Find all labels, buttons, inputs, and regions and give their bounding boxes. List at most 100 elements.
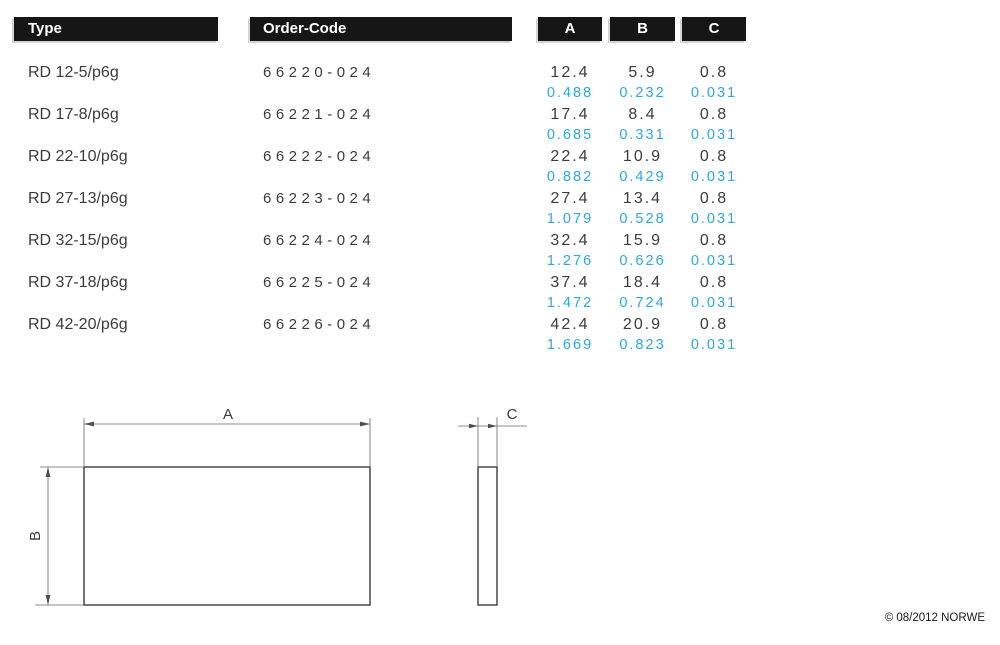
b-mm-value: 18.4: [622, 274, 663, 291]
dim-label-c: C: [507, 406, 518, 423]
c-mm-value: 0.8: [699, 316, 729, 333]
dim-b-cell: 18.4 0.724: [610, 272, 675, 314]
arrow-c-right-icon: [488, 423, 497, 429]
c-mm-value: 0.8: [699, 64, 729, 81]
arrow-b-top-icon: [45, 467, 51, 477]
c-inch-value: 0.031: [690, 85, 738, 101]
column-header-order-code: Order-Code: [250, 17, 512, 41]
b-inch-value: 0.232: [619, 85, 666, 101]
order-code-cell: 66224-024: [263, 232, 376, 249]
b-mm-value: 13.4: [622, 190, 663, 207]
dim-c-cell: 0.8 0.031: [682, 62, 746, 104]
b-inch-value: 0.724: [619, 295, 666, 311]
b-mm-value: 20.9: [622, 316, 663, 333]
c-inch-value: 0.031: [690, 211, 738, 227]
c-mm-value: 0.8: [699, 148, 729, 165]
a-inch-value: 1.669: [546, 337, 594, 353]
dim-c-cell: 0.8 0.031: [682, 314, 746, 356]
type-cell: RD 32-15/p6g: [28, 232, 128, 249]
b-inch-value: 0.331: [619, 127, 666, 143]
order-code-cell: 66221-024: [263, 106, 376, 123]
a-inch-value: 1.472: [546, 295, 594, 311]
table-row: RD 12-5/p6g 66220-024 12.4 0.488 5.9 0.2…: [0, 62, 780, 104]
b-mm-value: 10.9: [622, 148, 663, 165]
table-row: RD 42-20/p6g 66226-024 42.4 1.669 20.9 0…: [0, 314, 780, 356]
order-code-cell: 66225-024: [263, 274, 376, 291]
dimension-arrows: [45, 421, 497, 605]
a-inch-value: 1.276: [546, 253, 594, 269]
b-inch-value: 0.626: [619, 253, 666, 269]
type-cell: RD 42-20/p6g: [28, 316, 128, 333]
c-inch-value: 0.031: [690, 169, 738, 185]
dim-a-cell: 32.4 1.276: [538, 230, 602, 272]
a-mm-value: 32.4: [550, 232, 590, 249]
c-inch-value: 0.031: [690, 253, 738, 269]
table-row: RD 32-15/p6g 66224-024 32.4 1.276 15.9 0…: [0, 230, 780, 272]
type-cell: RD 22-10/p6g: [28, 148, 128, 165]
a-mm-value: 37.4: [550, 274, 590, 291]
dim-b-cell: 5.9 0.232: [610, 62, 675, 104]
type-cell: RD 37-18/p6g: [28, 274, 128, 291]
c-inch-value: 0.031: [690, 295, 738, 311]
b-mm-value: 15.9: [622, 232, 663, 249]
dim-a-cell: 12.4 0.488: [538, 62, 602, 104]
order-code-cell: 66222-024: [263, 148, 376, 165]
column-header-b: B: [610, 17, 675, 41]
extension-lines: [35, 417, 498, 606]
c-inch-value: 0.031: [690, 127, 738, 143]
dim-a-cell: 42.4 1.669: [538, 314, 602, 356]
dim-c-cell: 0.8 0.031: [682, 104, 746, 146]
dim-b-cell: 10.9 0.429: [610, 146, 675, 188]
dim-b-cell: 15.9 0.626: [610, 230, 675, 272]
c-mm-value: 0.8: [699, 232, 729, 249]
b-mm-value: 5.9: [628, 64, 657, 81]
dim-a-cell: 17.4 0.685: [538, 104, 602, 146]
column-header-a: A: [538, 17, 602, 41]
c-mm-value: 0.8: [699, 106, 729, 123]
copyright-text: © 08/2012 NORWE: [884, 612, 985, 624]
dim-a-cell: 37.4 1.472: [538, 272, 602, 314]
arrow-c-left-icon: [469, 423, 478, 429]
dim-a-cell: 27.4 1.079: [538, 188, 602, 230]
technical-drawing: A B C: [27, 406, 527, 606]
dim-c-cell: 0.8 0.031: [682, 230, 746, 272]
a-mm-value: 12.4: [550, 64, 590, 81]
arrow-b-bottom-icon: [45, 595, 51, 605]
table-row: RD 27-13/p6g 66223-024 27.4 1.079 13.4 0…: [0, 188, 780, 230]
dim-c-cell: 0.8 0.031: [682, 146, 746, 188]
dim-label-a: A: [223, 406, 233, 423]
a-inch-value: 0.488: [546, 85, 594, 101]
type-cell: RD 27-13/p6g: [28, 190, 128, 207]
type-cell: RD 12-5/p6g: [28, 64, 119, 81]
dim-b-cell: 20.9 0.823: [610, 314, 675, 356]
arrow-a-right-icon: [360, 421, 370, 427]
arrow-a-left-icon: [84, 421, 94, 427]
b-inch-value: 0.528: [619, 211, 666, 227]
type-cell: RD 17-8/p6g: [28, 106, 119, 123]
b-mm-value: 8.4: [628, 106, 657, 123]
column-header-c: C: [682, 17, 746, 41]
dim-b-cell: 13.4 0.528: [610, 188, 675, 230]
c-mm-value: 0.8: [699, 274, 729, 291]
a-mm-value: 17.4: [550, 106, 590, 123]
column-header-type: Type: [14, 17, 218, 41]
dim-a-cell: 22.4 0.882: [538, 146, 602, 188]
front-view-rect: [83, 466, 371, 606]
a-mm-value: 22.4: [550, 148, 590, 165]
side-view-rect: [477, 466, 498, 606]
dim-b-cell: 8.4 0.331: [610, 104, 675, 146]
dim-label-b: B: [27, 531, 44, 541]
c-inch-value: 0.031: [690, 337, 738, 353]
order-code-cell: 66226-024: [263, 316, 376, 333]
table-row: RD 37-18/p6g 66225-024 37.4 1.472 18.4 0…: [0, 272, 780, 314]
b-inch-value: 0.429: [619, 169, 666, 185]
order-code-cell: 66223-024: [263, 190, 376, 207]
dim-c-cell: 0.8 0.031: [682, 272, 746, 314]
dim-c-cell: 0.8 0.031: [682, 188, 746, 230]
table-row: RD 22-10/p6g 66222-024 22.4 0.882 10.9 0…: [0, 146, 780, 188]
a-mm-value: 42.4: [550, 316, 590, 333]
a-mm-value: 27.4: [550, 190, 590, 207]
b-inch-value: 0.823: [619, 337, 666, 353]
c-mm-value: 0.8: [699, 190, 729, 207]
